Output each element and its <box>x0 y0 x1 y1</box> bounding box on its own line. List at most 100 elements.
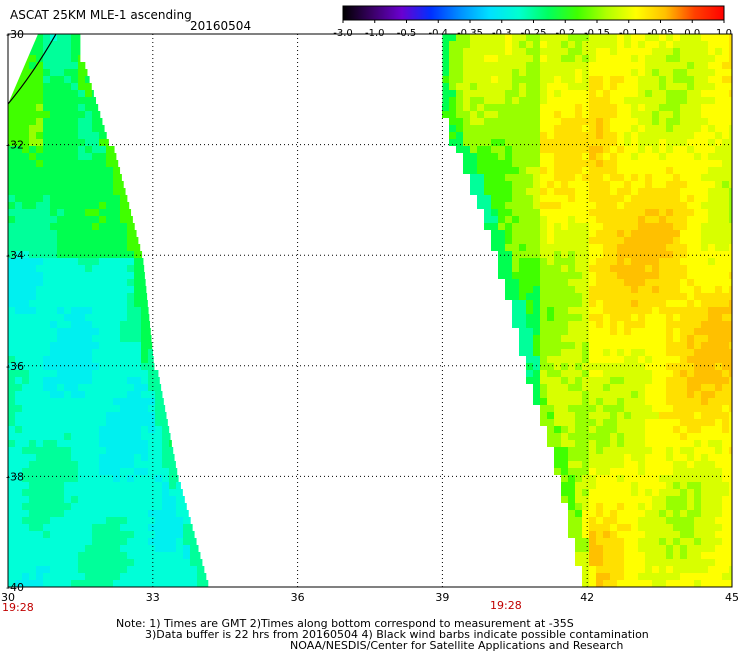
data-cell <box>624 559 631 566</box>
data-cell <box>99 510 106 517</box>
data-cell <box>15 426 22 433</box>
data-cell <box>15 517 22 524</box>
data-cell <box>155 370 158 377</box>
data-cell <box>631 69 638 76</box>
data-cell <box>610 202 617 209</box>
data-cell <box>71 258 78 265</box>
data-cell <box>582 244 589 251</box>
data-cell <box>29 188 36 195</box>
data-cell <box>512 111 519 118</box>
data-cell <box>680 41 687 48</box>
data-cell <box>582 69 589 76</box>
data-cell <box>680 174 687 181</box>
data-cell <box>15 545 22 552</box>
data-cell <box>589 468 596 475</box>
data-cell <box>617 335 624 342</box>
data-cell <box>694 181 701 188</box>
data-cell <box>575 538 582 545</box>
data-cell <box>540 258 547 265</box>
data-cell <box>484 146 491 153</box>
data-cell <box>78 69 85 76</box>
data-cell <box>526 167 533 174</box>
data-cell <box>92 580 99 587</box>
data-cell <box>715 391 722 398</box>
data-cell <box>148 482 155 489</box>
data-cell <box>106 559 113 566</box>
data-cell <box>106 391 113 398</box>
data-cell <box>603 321 610 328</box>
data-cell <box>582 209 589 216</box>
data-cell <box>596 41 603 48</box>
data-cell <box>694 517 701 524</box>
data-cell <box>162 412 166 419</box>
data-cell <box>15 524 22 531</box>
data-cell <box>694 195 701 202</box>
data-cell <box>638 475 645 482</box>
data-cell <box>526 104 533 111</box>
data-cell <box>708 412 715 419</box>
data-cell <box>491 223 498 230</box>
data-cell <box>498 237 505 244</box>
data-cell <box>477 174 484 181</box>
data-cell <box>624 531 631 538</box>
data-cell <box>519 349 526 356</box>
data-cell <box>617 342 624 349</box>
data-cell <box>561 335 568 342</box>
data-cell <box>183 559 190 566</box>
data-cell <box>498 272 505 279</box>
data-cell <box>645 209 652 216</box>
data-cell <box>624 384 631 391</box>
data-cell <box>43 272 50 279</box>
data-cell <box>92 573 99 580</box>
data-cell <box>694 188 701 195</box>
data-cell <box>680 62 687 69</box>
data-cell <box>519 118 526 125</box>
data-cell <box>64 405 71 412</box>
data-cell <box>722 90 729 97</box>
data-cell <box>127 398 134 405</box>
data-cell <box>15 223 22 230</box>
data-cell <box>708 370 715 377</box>
data-cell <box>638 454 645 461</box>
data-cell <box>638 496 645 503</box>
data-cell <box>575 489 582 496</box>
data-cell <box>22 216 29 223</box>
data-cell <box>659 188 666 195</box>
data-cell <box>589 482 596 489</box>
data-cell <box>64 573 71 580</box>
data-cell <box>36 447 43 454</box>
data-cell <box>687 230 694 237</box>
data-cell <box>694 321 701 328</box>
data-cell <box>78 328 85 335</box>
data-cell <box>8 174 15 181</box>
data-cell <box>603 181 610 188</box>
data-cell <box>589 356 596 363</box>
data-cell <box>29 202 36 209</box>
data-cell <box>36 216 43 223</box>
data-cell <box>666 202 673 209</box>
data-cell <box>701 426 708 433</box>
data-cell <box>680 216 687 223</box>
data-cell <box>64 160 71 167</box>
data-cell <box>596 454 603 461</box>
data-cell <box>645 104 652 111</box>
data-cell <box>8 349 15 356</box>
data-cell <box>645 454 652 461</box>
data-cell <box>8 202 15 209</box>
data-cell <box>526 272 533 279</box>
data-cell <box>540 209 547 216</box>
data-cell <box>596 167 603 174</box>
data-cell <box>722 181 729 188</box>
data-cell <box>36 251 43 258</box>
data-cell <box>589 363 596 370</box>
data-cell <box>631 48 638 55</box>
data-cell <box>22 328 29 335</box>
data-cell <box>29 223 36 230</box>
data-cell <box>512 307 519 314</box>
data-cell <box>99 216 106 223</box>
data-cell <box>71 468 78 475</box>
data-cell <box>134 300 141 307</box>
data-cell <box>8 552 15 559</box>
data-cell <box>113 454 120 461</box>
data-cell <box>701 391 708 398</box>
